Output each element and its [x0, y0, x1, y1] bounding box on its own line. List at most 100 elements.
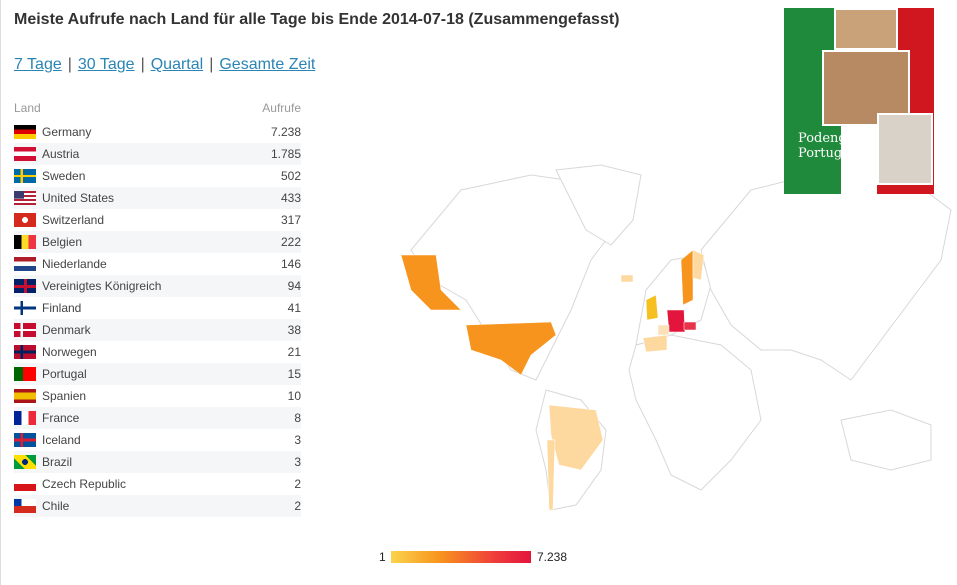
view-count: 1.785 — [270, 147, 301, 161]
country-cell: Finland — [14, 301, 81, 315]
view-count: 502 — [280, 169, 301, 183]
period-links: 7 Tage | 30 Tage | Quartal | Gesamte Zeit — [14, 56, 315, 74]
period-link[interactable]: 30 Tage — [77, 56, 135, 73]
country-cell: Belgien — [14, 235, 82, 249]
country-cell: Iceland — [14, 433, 81, 447]
country-name: Germany — [42, 125, 92, 139]
period-link[interactable]: 7 Tage — [14, 56, 62, 73]
country-cell: Austria — [14, 147, 79, 161]
table-row: Belgien 222 — [14, 231, 301, 253]
country-name: Belgien — [42, 235, 83, 249]
country-name: Spanien — [42, 389, 87, 403]
country-name: Vereinigtes Königreich — [42, 279, 162, 293]
country-cell: Germany — [14, 125, 91, 139]
country-cell: Denmark — [14, 323, 91, 337]
country-name: France — [42, 411, 80, 425]
country-cell: Czech Republic — [14, 477, 126, 491]
legend-min: 1 — [379, 550, 386, 564]
flag-icon — [14, 169, 36, 183]
view-count: 10 — [287, 389, 301, 403]
view-count: 15 — [287, 367, 301, 381]
flag-icon — [14, 257, 36, 271]
table-row: Norwegen 21 — [14, 341, 301, 363]
country-cell: Norwegen — [14, 345, 97, 359]
flag-icon — [14, 323, 36, 337]
view-count: 94 — [287, 279, 301, 293]
country-cell: Vereinigtes Königreich — [14, 279, 161, 293]
country-name: Czech Republic — [42, 477, 127, 491]
column-header: Aufrufe — [262, 101, 301, 115]
table-row: United States 433 — [14, 187, 301, 209]
table-row: Niederlande 146 — [14, 253, 301, 275]
flag-icon — [14, 213, 36, 227]
flag-icon — [14, 345, 36, 359]
country-name: Switzerland — [42, 213, 105, 227]
country-name: United States — [42, 191, 115, 205]
flag-icon — [14, 191, 36, 205]
separator: | — [140, 56, 145, 73]
flag-icon — [14, 125, 36, 139]
flag-icon — [14, 455, 36, 469]
legend-gradient — [391, 551, 531, 563]
country-name: Iceland — [42, 433, 81, 447]
table-row: Iceland 3 — [14, 429, 301, 451]
country-name: Portugal — [42, 367, 87, 381]
country-cell: France — [14, 411, 79, 425]
flag-icon — [14, 235, 36, 249]
country-cell: Spanien — [14, 389, 86, 403]
country-cell: Niederlande — [14, 257, 107, 271]
country-cell: Switzerland — [14, 213, 104, 227]
country-name: Sweden — [42, 169, 86, 183]
view-count: 21 — [287, 345, 301, 359]
country-cell: Brazil — [14, 455, 72, 469]
country-name: Finland — [42, 301, 82, 315]
country-name: Austria — [42, 147, 80, 161]
view-count: 146 — [280, 257, 301, 271]
book-cover: Podengo Portugues — [784, 8, 934, 194]
world-map — [400, 164, 952, 511]
view-count: 222 — [280, 235, 301, 249]
legend-max: 7.238 — [537, 550, 568, 564]
country-name: Niederlande — [42, 257, 107, 271]
period-link[interactable]: Quartal — [150, 56, 204, 73]
table-row: Czech Republic 2 — [14, 473, 301, 495]
view-count: 433 — [280, 191, 301, 205]
country-cell: Sweden — [14, 169, 85, 183]
view-count: 41 — [287, 301, 301, 315]
column-header: Land — [14, 101, 41, 115]
color-legend: 1 7.238 — [371, 545, 591, 569]
view-count: 7.238 — [270, 125, 301, 139]
country-cell: Portugal — [14, 367, 87, 381]
table-row: Chile 2 — [14, 495, 301, 517]
view-count: 38 — [287, 323, 301, 337]
table-row: Denmark 38 — [14, 319, 301, 341]
flag-icon — [14, 477, 36, 491]
photo — [834, 8, 898, 50]
country-cell: Chile — [14, 499, 69, 513]
view-count: 2 — [294, 499, 301, 513]
separator: | — [67, 56, 72, 73]
table-row: Brazil 3 — [14, 451, 301, 473]
flag-icon — [14, 433, 36, 447]
flag-icon — [14, 389, 36, 403]
flag-icon — [14, 367, 36, 381]
table-row: Finland 41 — [14, 297, 301, 319]
separator: | — [209, 56, 214, 73]
flag-icon — [14, 147, 36, 161]
country-name: Norwegen — [42, 345, 97, 359]
table-row: Germany 7.238 — [14, 121, 301, 143]
flag-icon — [14, 499, 36, 513]
page-title: Meiste Aufrufe nach Land für alle Tage b… — [14, 11, 620, 28]
flag-icon — [14, 301, 36, 315]
table-row: France 8 — [14, 407, 301, 429]
country-name: Brazil — [42, 455, 73, 469]
table-row: Vereinigtes Königreich 94 — [14, 275, 301, 297]
photo — [822, 50, 910, 126]
table-row: Spanien 10 — [14, 385, 301, 407]
book-title: Podengo Portugues — [798, 131, 865, 161]
table-row: Portugal 15 — [14, 363, 301, 385]
period-link[interactable]: Gesamte Zeit — [219, 56, 316, 73]
view-count: 8 — [294, 411, 301, 425]
view-count: 3 — [294, 433, 301, 447]
country-table: Land Aufrufe Germany 7.238 Austria 1.785 Swe… — [14, 101, 301, 517]
